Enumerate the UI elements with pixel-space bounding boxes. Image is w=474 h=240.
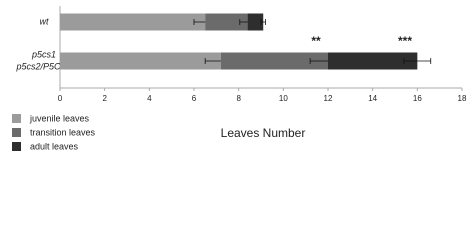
- chart: Leaves Number 0 2 4 6 8 10 12 14 16 18 wt p5cs1 p5cs…: [12, 6, 467, 151]
- bar-segment: [220, 52, 328, 70]
- x-tick-label: 6: [192, 94, 197, 103]
- bar-segment: [205, 13, 248, 31]
- legend-label: adult leaves: [30, 141, 79, 151]
- annotation: **: [311, 34, 321, 48]
- error-bar: [260, 19, 266, 25]
- x-tick-label: 14: [368, 94, 377, 103]
- x-tick-label: 0: [58, 94, 63, 103]
- category-label: p5cs1: [31, 49, 56, 59]
- x-tick-label: 2: [102, 94, 107, 103]
- legend-swatch: [12, 128, 21, 137]
- x-axis-label: Leaves Number: [221, 126, 306, 140]
- x-tick-label: 8: [236, 94, 241, 103]
- x-tick-label: 12: [324, 94, 333, 103]
- bar-segment: [60, 13, 206, 31]
- annotation: ***: [398, 34, 412, 48]
- bar-segment: [328, 52, 418, 70]
- x-tick-label: 10: [279, 94, 288, 103]
- legend-label: transition leaves: [30, 127, 96, 137]
- x-tick-label: 18: [458, 94, 467, 103]
- legend-label: juvenile leaves: [29, 113, 90, 123]
- category-label: p5cs2/P5CS2: [15, 61, 71, 71]
- x-tick-label: 4: [147, 94, 152, 103]
- category-label: wt: [40, 16, 49, 26]
- bar-segment: [60, 52, 221, 70]
- error-bar: [403, 58, 432, 64]
- legend-swatch: [12, 142, 21, 151]
- bar-segment: [247, 13, 264, 31]
- legend-swatch: [12, 114, 21, 123]
- x-tick-label: 16: [413, 94, 422, 103]
